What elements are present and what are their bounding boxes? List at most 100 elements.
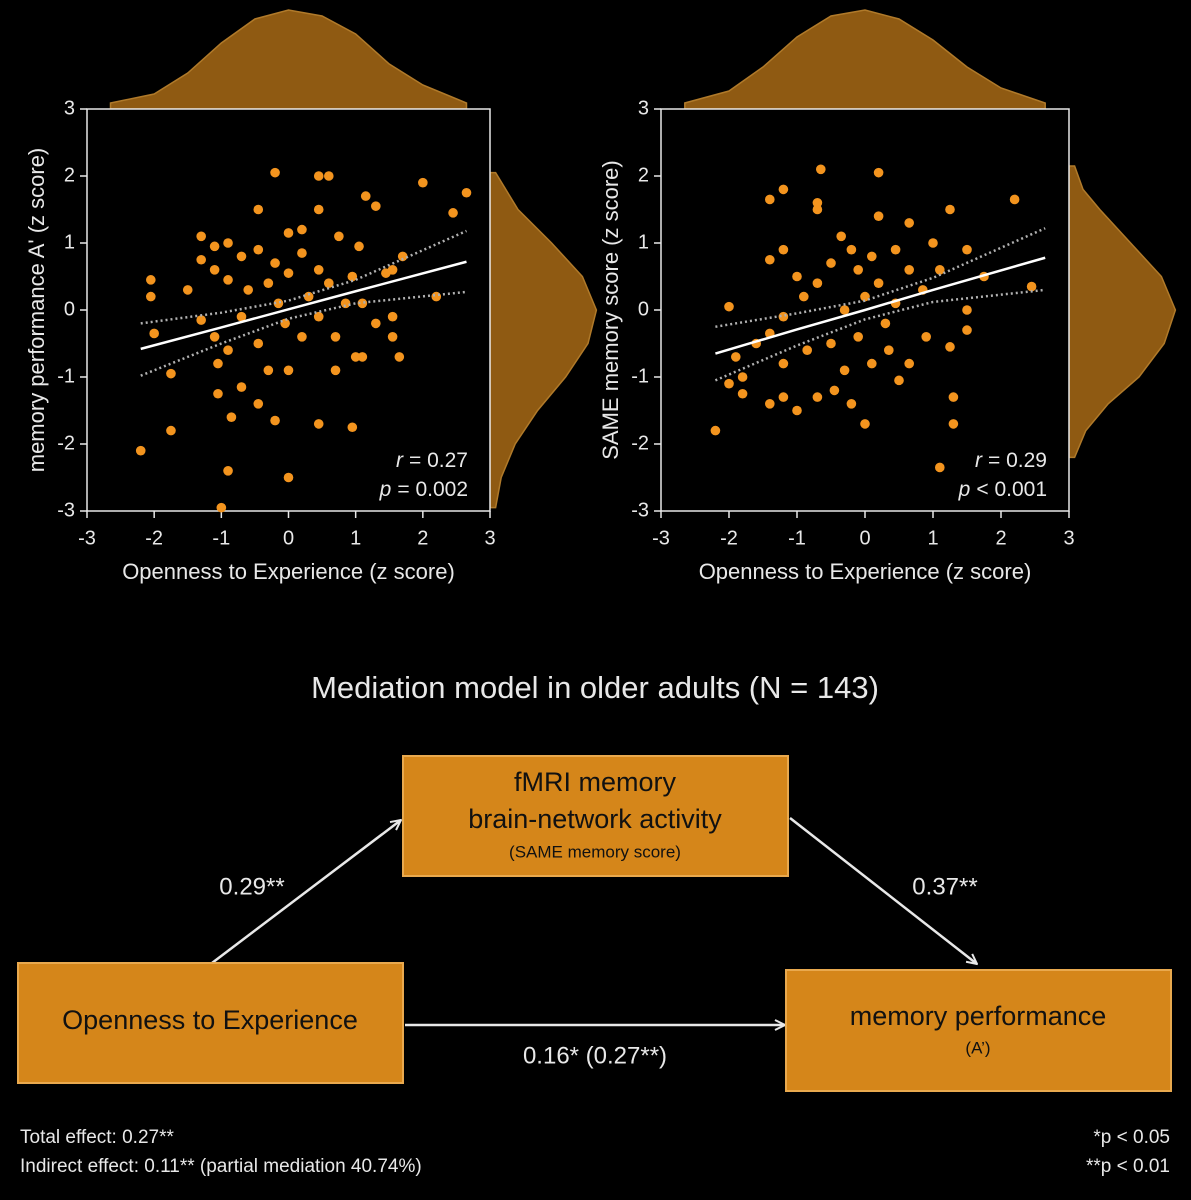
point (283, 365, 294, 376)
y-tick-label: -2 (631, 432, 649, 454)
x-tick-label: 1 (350, 527, 361, 549)
y-tick-label: 1 (64, 231, 75, 253)
point (146, 291, 156, 302)
point (223, 466, 233, 476)
footnote: **p < 0.01 (1086, 1156, 1170, 1177)
point (873, 278, 884, 289)
point (196, 254, 206, 265)
point (313, 204, 324, 215)
point (166, 425, 176, 436)
node-label: Openness to Experience (62, 1005, 358, 1035)
point (253, 399, 264, 409)
stat-annotation: p < 0.001 (958, 478, 1047, 501)
point (948, 419, 959, 429)
point (890, 244, 901, 255)
x-tick-label: -3 (652, 527, 670, 549)
point (860, 291, 870, 302)
y-axis-label: SAME memory score (z score) (598, 160, 623, 460)
point (236, 382, 247, 392)
point (826, 258, 836, 268)
node-label: fMRI memory (514, 767, 677, 797)
y-tick-label: 3 (64, 97, 75, 119)
outcome-box (785, 969, 1172, 1092)
point (904, 218, 914, 228)
point (802, 345, 812, 356)
point (354, 241, 364, 252)
point (334, 231, 344, 242)
point (945, 342, 955, 352)
diagram-title: Mediation model in older adults (N = 143… (311, 670, 879, 705)
point (196, 315, 206, 325)
x-tick-label: 2 (417, 527, 428, 549)
y-tick-label: 0 (638, 298, 649, 320)
point (347, 422, 358, 433)
point (196, 231, 206, 242)
node-note: (A’) (965, 1038, 990, 1057)
x-axis-label: Openness to Experience (z score) (122, 559, 455, 584)
point (360, 191, 371, 201)
point (283, 268, 294, 278)
point (962, 305, 972, 315)
stat-symbol: p (958, 478, 971, 501)
y-density (489, 171, 598, 509)
point (935, 265, 945, 275)
point (812, 204, 823, 215)
point (135, 445, 146, 456)
point (330, 365, 341, 376)
point (270, 415, 280, 426)
point (935, 462, 945, 473)
point (371, 201, 381, 211)
point (846, 399, 857, 409)
node-label: memory performance (850, 1001, 1107, 1031)
point (340, 298, 351, 309)
stat-value: = 0.27 (409, 449, 468, 472)
point (778, 244, 789, 255)
x-density (109, 9, 468, 110)
point (303, 291, 314, 302)
point (873, 167, 884, 178)
point (829, 385, 840, 396)
y-tick-label: 2 (638, 164, 649, 186)
point (867, 358, 877, 369)
point (737, 372, 748, 382)
point (799, 291, 809, 302)
point (357, 298, 368, 309)
y-axis-label: memory performance A' (z score) (24, 148, 49, 473)
x-tick-label: 3 (1063, 527, 1074, 549)
y-tick-label: 1 (638, 231, 649, 253)
point (962, 325, 972, 335)
point (313, 311, 324, 322)
point (778, 184, 789, 195)
point (270, 167, 280, 178)
predictor-box (17, 962, 404, 1084)
point (387, 332, 398, 342)
fit-line (140, 260, 467, 351)
node-note: (SAME memory score) (509, 842, 681, 861)
point (283, 228, 294, 238)
point (313, 171, 324, 181)
arrow (211, 820, 401, 964)
y-tick-label: -2 (57, 432, 75, 454)
point (330, 332, 341, 342)
point (263, 278, 274, 289)
point (313, 265, 324, 275)
y-tick-label: 3 (638, 97, 649, 119)
point (243, 285, 253, 295)
point (737, 388, 748, 399)
y-density (1068, 165, 1177, 459)
y-tick-label: -3 (57, 499, 75, 521)
point (812, 198, 823, 208)
y-tick-label: -1 (631, 365, 649, 387)
stat-annotation: p = 0.002 (379, 478, 468, 501)
point (724, 378, 734, 389)
point (884, 345, 894, 356)
fit-line (715, 256, 1046, 355)
point (223, 345, 233, 356)
point (765, 399, 775, 409)
point (253, 244, 264, 255)
point (209, 241, 220, 252)
x-tick-label: 1 (927, 527, 938, 549)
point (812, 392, 823, 402)
path-coefficient: 0.16* (0.27**) (523, 1042, 667, 1069)
